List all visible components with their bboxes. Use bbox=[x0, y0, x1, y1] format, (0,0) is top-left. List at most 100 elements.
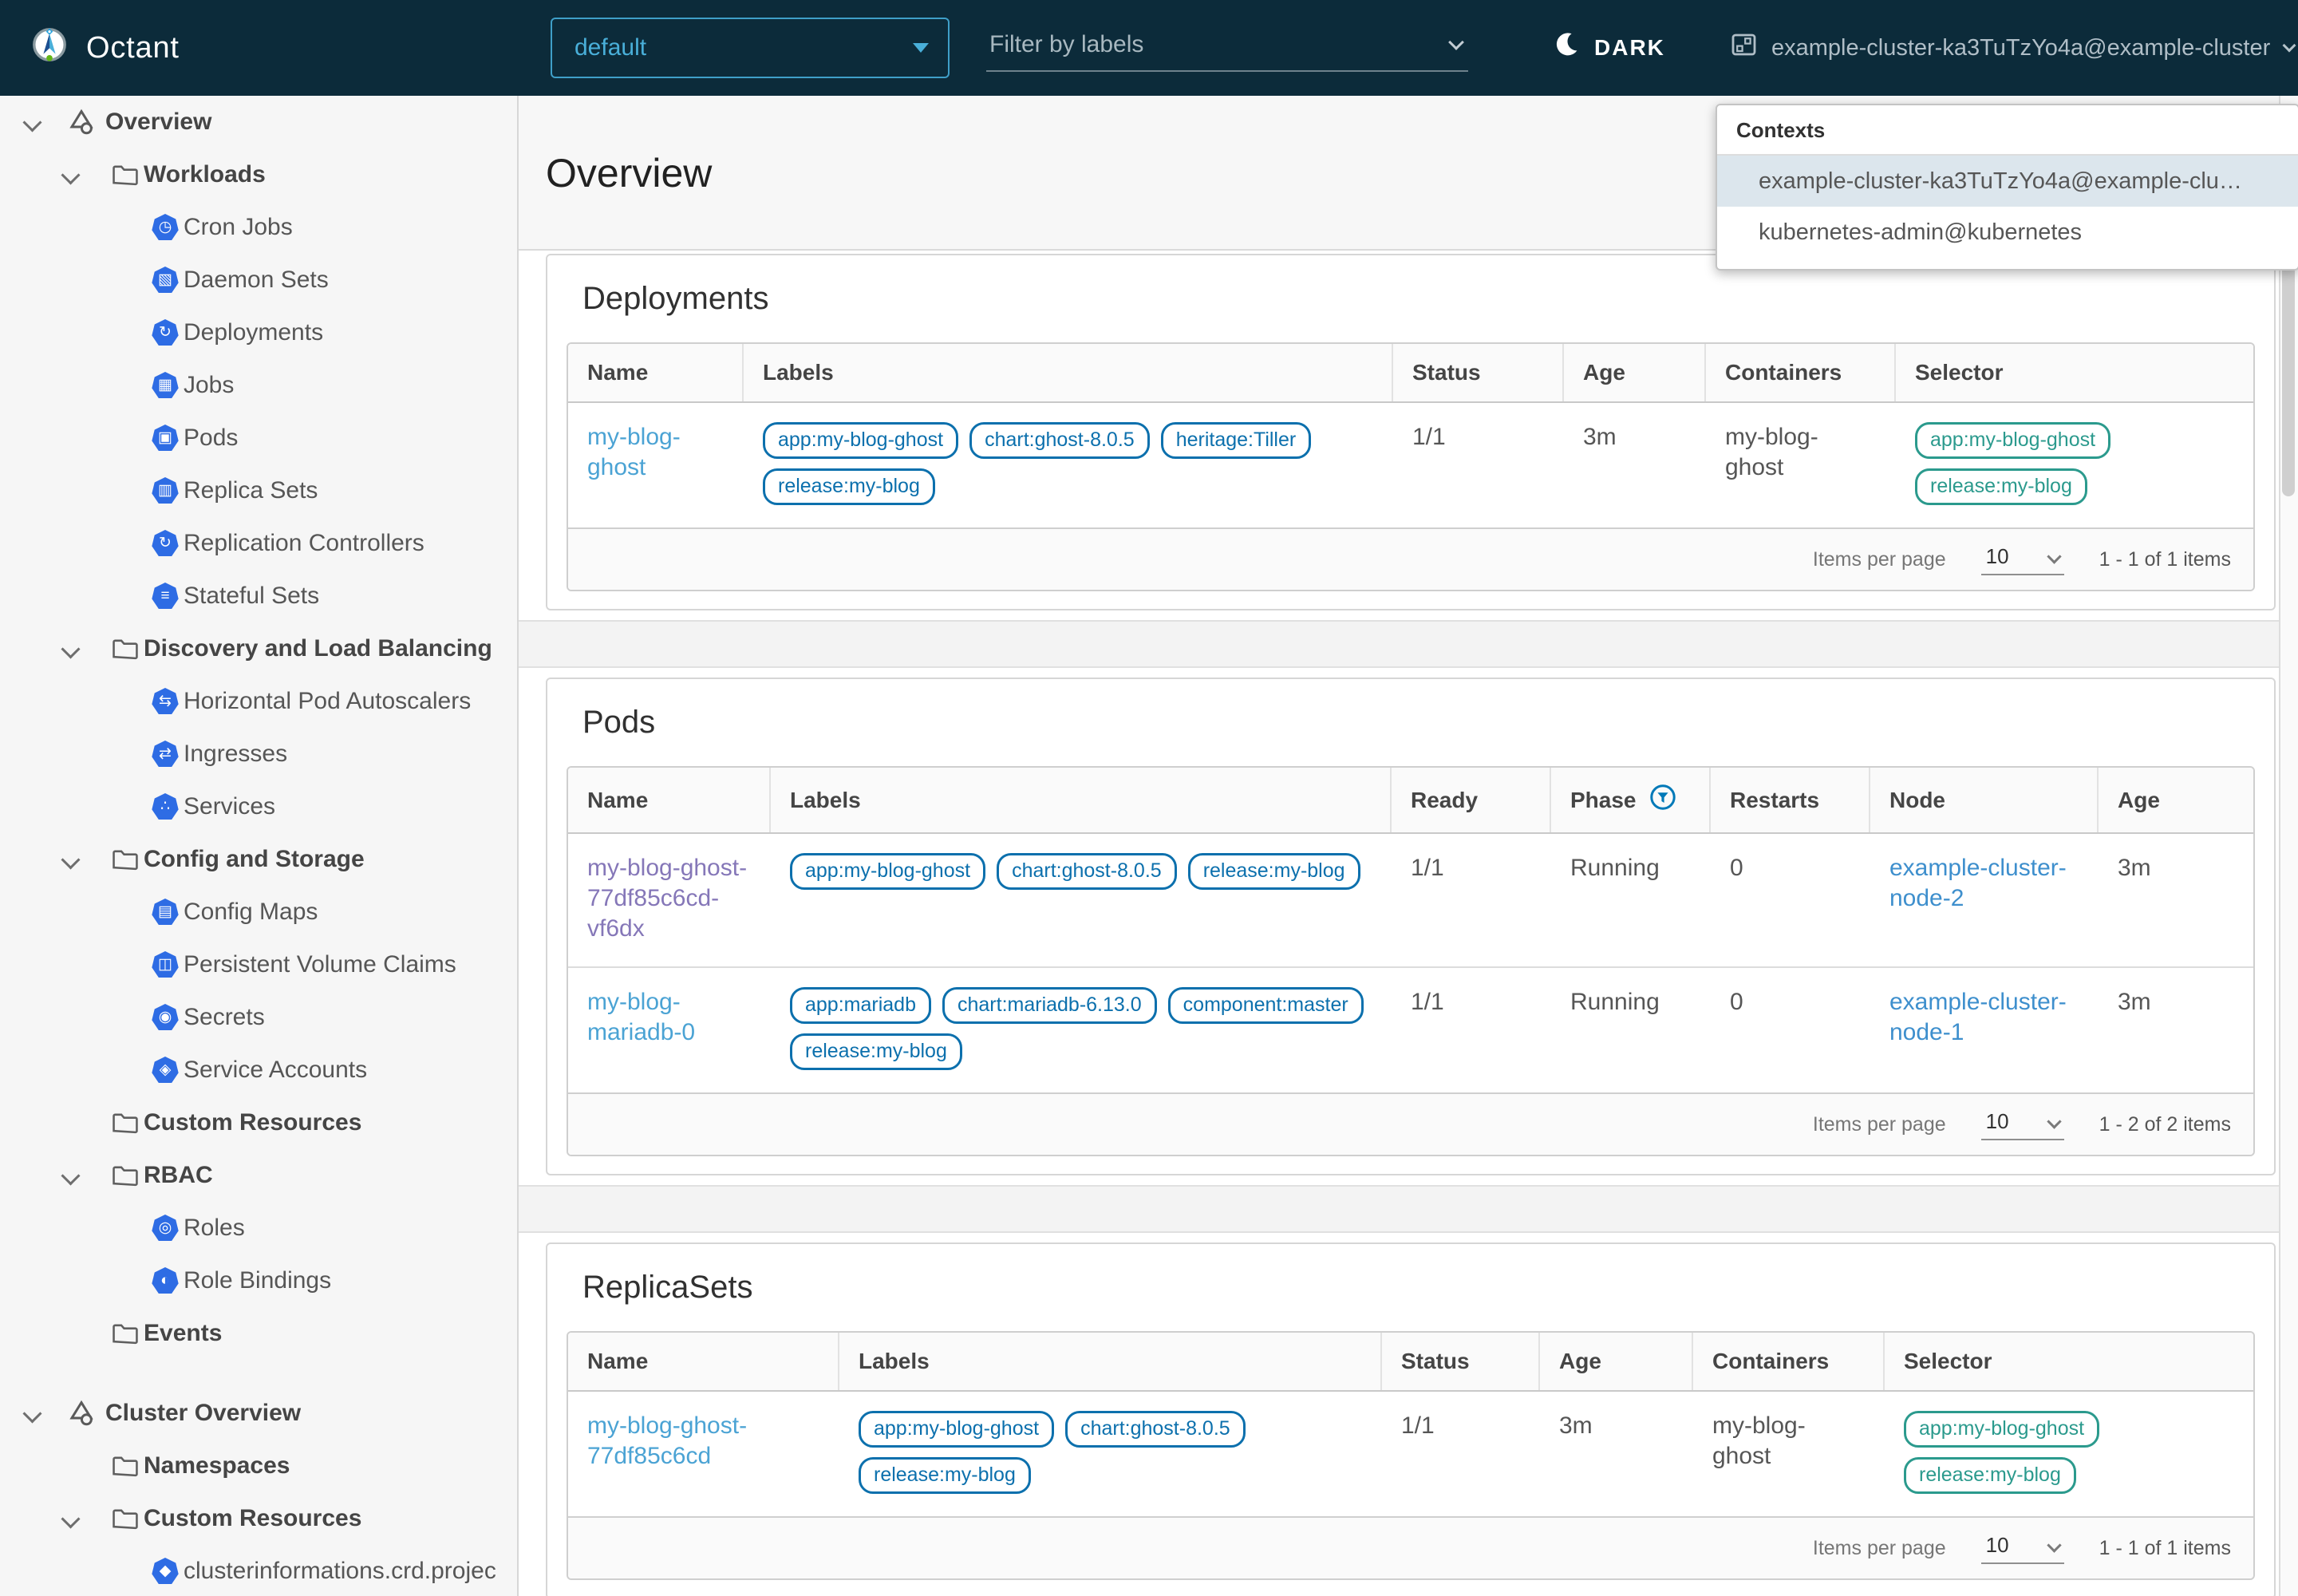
context-switcher[interactable]: example-cluster-ka3TuTzYo4a@example-clus… bbox=[1731, 0, 2296, 96]
page-size-select[interactable]: 10 bbox=[1980, 1533, 2064, 1564]
sidebar-item-secrets[interactable]: ◉ Secrets bbox=[0, 991, 517, 1044]
page-size-select[interactable]: 10 bbox=[1980, 1109, 2064, 1140]
column-header-label: Status bbox=[1412, 360, 1481, 385]
sidebar-item-overview[interactable]: Overview bbox=[0, 96, 517, 148]
sidebar-item-ingresses[interactable]: ⇄ Ingresses bbox=[0, 728, 517, 780]
sidebar-item-clusterinformations-crd-projec[interactable]: ◆ clusterinformations.crd.projec bbox=[0, 1545, 517, 1596]
chevron-down-icon[interactable] bbox=[61, 638, 81, 659]
cell-name: my-blog-ghost-77df85c6cd bbox=[568, 1392, 839, 1516]
sidebar-item-label: Stateful Sets bbox=[184, 583, 320, 609]
name-link[interactable]: my-blog-mariadb-0 bbox=[587, 989, 696, 1045]
chevron-down-icon[interactable] bbox=[61, 849, 81, 870]
cell-name: my-blog-ghost bbox=[568, 403, 744, 527]
sidebar-item-role-bindings[interactable]: ◐ Role Bindings bbox=[0, 1254, 517, 1307]
sidebar-item-custom-resources[interactable]: Custom Resources bbox=[0, 1096, 517, 1149]
sidebar-item-workloads[interactable]: Workloads bbox=[0, 148, 517, 201]
secrets-icon: ◉ bbox=[152, 1004, 179, 1030]
context-menu-item[interactable]: kubernetes-admin@kubernetes bbox=[1759, 219, 2083, 245]
sidebar-item-discovery-and-load-balancing[interactable]: Discovery and Load Balancing bbox=[0, 622, 517, 675]
vertical-scrollbar[interactable] bbox=[2279, 96, 2298, 1596]
datagrid-footer: Items per page 10 1 - 1 of 1 items bbox=[568, 1516, 2253, 1578]
label-tag: chart:ghost-8.0.5 bbox=[997, 853, 1177, 890]
chevron-down-icon[interactable] bbox=[61, 1165, 81, 1186]
sidebar-item-rbac[interactable]: RBAC bbox=[0, 1149, 517, 1202]
column-header-label: Age bbox=[1559, 1349, 1601, 1373]
sidebar-item-events[interactable]: Events bbox=[0, 1307, 517, 1360]
name-link[interactable]: my-blog-ghost-77df85c6cd-vf6dx bbox=[587, 855, 748, 942]
sidebar-item-replica-sets[interactable]: ▥ Replica Sets bbox=[0, 464, 517, 517]
persistent-volume-claims-icon: ◫ bbox=[152, 951, 179, 978]
sidebar-item-services[interactable]: ∴ Services bbox=[0, 780, 517, 833]
sidebar-item-stateful-sets[interactable]: ≡ Stateful Sets bbox=[0, 570, 517, 622]
sidebar-item-service-accounts[interactable]: ◈ Service Accounts bbox=[0, 1044, 517, 1096]
sidebar-item-roles[interactable]: ◎ Roles bbox=[0, 1202, 517, 1254]
cron-jobs-icon: ◷ bbox=[152, 214, 179, 240]
chevron-down-icon bbox=[2046, 1113, 2062, 1129]
sidebar-item-daemon-sets[interactable]: ▧ Daemon Sets bbox=[0, 254, 517, 306]
cell-text: my-blog-ghost bbox=[1725, 424, 1818, 480]
node-link[interactable]: example-cluster-node-1 bbox=[1889, 989, 2067, 1045]
label-filter-input[interactable]: Filter by labels bbox=[986, 19, 1468, 72]
cell-text: 1/1 bbox=[1401, 1412, 1435, 1439]
name-link[interactable]: my-blog-ghost-77df85c6cd bbox=[587, 1412, 748, 1469]
column-header-age: Age bbox=[2099, 768, 2253, 832]
section-title: ReplicaSets bbox=[582, 1270, 753, 1305]
datagrid: Name Labels Status Age Containers Selector my-… bbox=[567, 1331, 2255, 1580]
cell-text: 1/1 bbox=[1412, 424, 1446, 450]
sidebar-item-persistent-volume-claims[interactable]: ◫ Persistent Volume Claims bbox=[0, 938, 517, 991]
clusterinformations-crd-projec-icon: ◆ bbox=[152, 1558, 179, 1584]
chevron-down-icon bbox=[2046, 548, 2062, 564]
context-menu-item[interactable]: example-cluster-ka3TuTzYo4a@example-clu… bbox=[1717, 156, 2298, 207]
section-deployments: Deployments Name Labels Status Age Containers… bbox=[546, 254, 2276, 610]
sidebar-item-namespaces[interactable]: Namespaces bbox=[0, 1440, 517, 1492]
sidebar-item-replication-controllers[interactable]: ↻ Replication Controllers bbox=[0, 517, 517, 570]
column-header-label: Phase bbox=[1570, 787, 1637, 812]
sidebar-item-config-and-storage[interactable]: Config and Storage bbox=[0, 833, 517, 886]
chevron-down-icon[interactable] bbox=[22, 1403, 42, 1424]
filter-icon[interactable] bbox=[1649, 784, 1676, 816]
cell-labels: app:mariadb chart:mariadb-6.13.0 component… bbox=[771, 968, 1392, 1092]
pagination-range: 1 - 1 of 1 items bbox=[2099, 547, 2231, 571]
cell-name: my-blog-mariadb-0 bbox=[568, 968, 771, 1092]
sidebar-item-pods[interactable]: ▣ Pods bbox=[0, 412, 517, 464]
page-size-select[interactable]: 10 bbox=[1980, 544, 2064, 575]
cell-phase: Running bbox=[1551, 834, 1711, 966]
folder-icon bbox=[112, 1321, 139, 1346]
chevron-down-icon[interactable] bbox=[22, 112, 42, 132]
services-icon: ∴ bbox=[152, 793, 179, 820]
sidebar-item-deployments[interactable]: ↻ Deployments bbox=[0, 306, 517, 359]
cell-labels: app:my-blog-ghost chart:ghost-8.0.5 herita… bbox=[744, 403, 1393, 527]
column-header-label: Selector bbox=[1904, 1349, 1992, 1373]
sections-container: Deployments Name Labels Status Age Containers… bbox=[517, 254, 2298, 1596]
sidebar-item-label: Custom Resources bbox=[144, 1109, 362, 1136]
sidebar-item-cluster-overview[interactable]: Cluster Overview bbox=[0, 1387, 517, 1440]
theme-toggle[interactable]: DARK bbox=[1553, 0, 1665, 96]
node-link[interactable]: example-cluster-node-2 bbox=[1889, 855, 2067, 911]
sidebar-item-label: Config Maps bbox=[184, 899, 318, 925]
column-header-label: Age bbox=[1583, 360, 1625, 385]
cell-node: example-cluster-node-2 bbox=[1870, 834, 2099, 966]
roles-icon: ◎ bbox=[152, 1215, 179, 1241]
app-title: Octant bbox=[86, 30, 180, 65]
sidebar-item-config-maps[interactable]: ▤ Config Maps bbox=[0, 886, 517, 938]
column-header-containers: Containers bbox=[1693, 1333, 1885, 1390]
label-tag: app:my-blog-ghost bbox=[790, 853, 986, 890]
namespace-select[interactable]: default bbox=[551, 18, 950, 78]
sidebar-item-horizontal-pod-autoscalers[interactable]: ⇆ Horizontal Pod Autoscalers bbox=[0, 675, 517, 728]
chevron-down-icon bbox=[1448, 34, 1464, 50]
cell-text: 0 bbox=[1730, 989, 1743, 1015]
name-link[interactable]: my-blog-ghost bbox=[587, 424, 681, 480]
sidebar-item-jobs[interactable]: ▦ Jobs bbox=[0, 359, 517, 412]
chevron-down-icon[interactable] bbox=[61, 1508, 81, 1529]
sidebar-item-custom-resources[interactable]: Custom Resources bbox=[0, 1492, 517, 1545]
horizontal-pod-autoscalers-icon: ⇆ bbox=[152, 688, 179, 714]
sidebar-item-cron-jobs[interactable]: ◷ Cron Jobs bbox=[0, 201, 517, 254]
cell-selector: app:my-blog-ghost release:my-blog bbox=[1896, 403, 2253, 527]
section-divider-band bbox=[517, 620, 2298, 668]
chevron-down-icon[interactable] bbox=[61, 164, 81, 185]
datagrid: Name Labels Ready Phase Restarts Node Age my-bl… bbox=[567, 766, 2255, 1156]
sidebar-item-label: Replica Sets bbox=[184, 477, 318, 504]
app-brand[interactable]: Octant bbox=[32, 0, 180, 96]
sidebar-item-label: Discovery and Load Balancing bbox=[144, 635, 492, 662]
label-tag: heritage:Tiller bbox=[1160, 422, 1312, 459]
